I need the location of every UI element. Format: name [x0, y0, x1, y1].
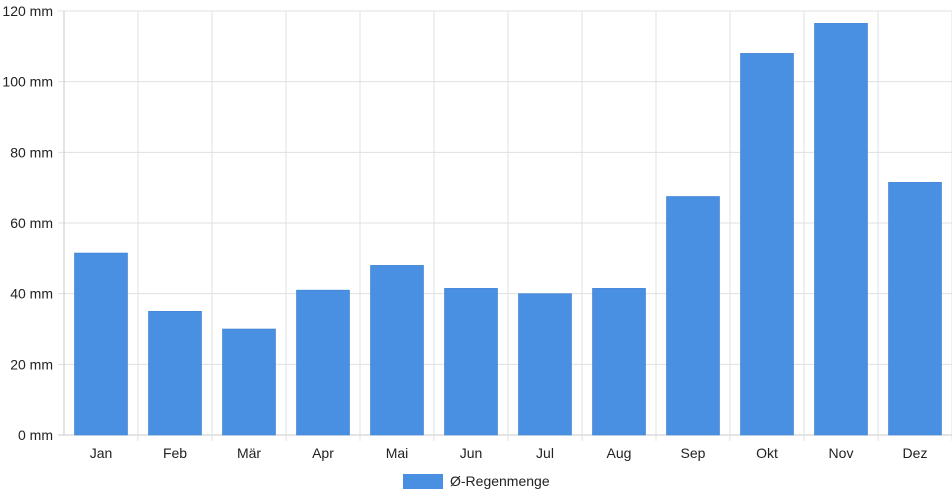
x-axis: Jan Feb Mär Apr Mai Jun Jul Aug Sep Okt Nov Dez	[90, 445, 928, 461]
y-tick-label: 20 mm	[10, 356, 53, 372]
bar[interactable]	[592, 288, 646, 436]
bar[interactable]	[222, 328, 276, 436]
x-tick-label: Jun	[460, 445, 483, 461]
bar-series	[74, 23, 942, 436]
x-tick-label: Jul	[536, 445, 554, 461]
x-tick-label: Mai	[386, 445, 409, 461]
y-tick-label: 60 mm	[10, 215, 53, 231]
x-tick-label: Sep	[681, 445, 706, 461]
bar[interactable]	[74, 252, 128, 436]
y-tick-label: 100 mm	[2, 74, 53, 90]
x-tick-label: Apr	[312, 445, 334, 461]
y-axis: 0 mm 20 mm 40 mm 60 mm 80 mm 100 mm 120 mm	[2, 3, 53, 443]
x-tick-label: Dez	[903, 445, 928, 461]
bar[interactable]	[740, 53, 794, 436]
bar[interactable]	[296, 289, 350, 436]
x-tick-label: Feb	[163, 445, 187, 461]
bar[interactable]	[814, 23, 868, 436]
y-tick-label: 0 mm	[18, 427, 53, 443]
x-tick-label: Aug	[607, 445, 632, 461]
bar[interactable]	[888, 182, 942, 436]
legend[interactable]: Ø-Regenmenge	[403, 473, 550, 489]
x-tick-label: Okt	[756, 445, 778, 461]
bar[interactable]	[666, 196, 720, 436]
grid-lines	[58, 10, 952, 441]
bar[interactable]	[518, 293, 572, 436]
x-tick-label: Nov	[829, 445, 854, 461]
legend-swatch[interactable]	[403, 474, 443, 489]
x-tick-label: Jan	[90, 445, 113, 461]
bar[interactable]	[148, 311, 202, 436]
y-tick-label: 80 mm	[10, 144, 53, 160]
legend-label[interactable]: Ø-Regenmenge	[450, 473, 550, 489]
y-tick-label: 120 mm	[2, 3, 53, 19]
y-tick-label: 40 mm	[10, 286, 53, 302]
x-tick-label: Mär	[237, 445, 261, 461]
bar[interactable]	[444, 288, 498, 436]
bar[interactable]	[370, 265, 424, 436]
